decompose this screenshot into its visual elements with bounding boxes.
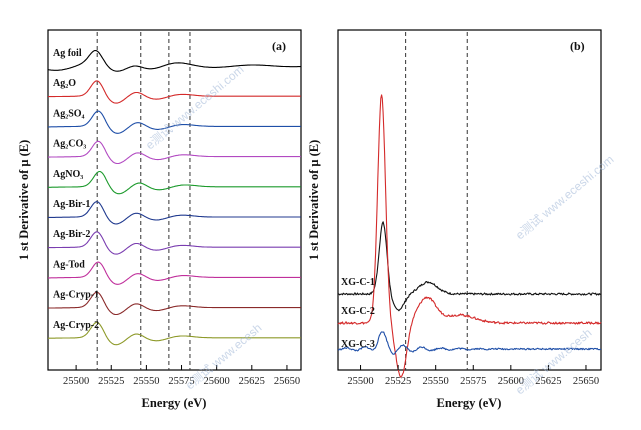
- series-label: Ag-Tod: [53, 259, 85, 270]
- x-tick-label: 25550: [423, 376, 449, 387]
- x-tick-label: 25500: [63, 376, 89, 387]
- series-curve: [47, 321, 301, 346]
- series-curve: [48, 170, 301, 195]
- series-curve: [47, 201, 301, 225]
- series-label: XG-C-1: [341, 277, 375, 288]
- series-label: Ag₂SO₄: [53, 108, 85, 119]
- series-curve: [337, 221, 602, 312]
- x-tick-label: 25625: [239, 376, 265, 387]
- x-tick-label: 25600: [204, 376, 230, 387]
- x-tick-label: 25650: [573, 376, 599, 387]
- panel-a: (a) Ag foil Ag₂O Ag₂SO₄ Ag₂CO₃ AgNO₃ Ag-Bir-1…: [17, 29, 302, 410]
- series-curve: [47, 231, 301, 255]
- panel-b: (b) XG-C-1 XG-C-2 XG-C-3 25500 25525 25550 25…: [307, 29, 602, 410]
- series-label: Ag-Cryp-2: [53, 320, 99, 331]
- panel-a-label: (a): [272, 39, 286, 53]
- series-label: Ag-Bir-2: [53, 229, 90, 240]
- panel-a-ylabel: 1 st Derivative of μ (E): [17, 140, 31, 261]
- panel-b-frame: [337, 29, 602, 371]
- panel-a-frame: [47, 29, 302, 371]
- x-tick-label: 25575: [460, 376, 486, 387]
- series-curve: [48, 110, 301, 134]
- panel-b-label: (b): [570, 39, 585, 53]
- series-curve: [47, 49, 301, 72]
- panel-a-xlabel: Energy (eV): [142, 396, 207, 410]
- panel-b-xlabel: Energy (eV): [437, 396, 502, 410]
- series-label: Ag-Cryp-1: [53, 290, 99, 301]
- series-label: Ag-Bir-1: [53, 199, 90, 210]
- x-tick-label: 25575: [168, 376, 194, 387]
- series-curve: [47, 291, 301, 316]
- watermark-text: e测试 www.eceshi.com: [142, 62, 246, 153]
- series-curve: [47, 80, 301, 104]
- series-label: AgNO₃: [53, 169, 83, 180]
- series-curve: [48, 261, 301, 285]
- x-tick-label: 25625: [535, 376, 561, 387]
- x-tick-label: 25525: [385, 376, 411, 387]
- x-tick-label: 25650: [274, 376, 300, 387]
- x-tick-label: 25600: [498, 376, 524, 387]
- x-tick-label: 25550: [133, 376, 159, 387]
- series-label: XG-C-3: [341, 339, 375, 350]
- panel-b-ylabel: 1 st Derivative of μ (E): [307, 140, 321, 261]
- x-tick-label: 25525: [98, 376, 124, 387]
- series-curve: [337, 94, 602, 378]
- series-curve: [337, 331, 601, 355]
- series-label: XG-C-2: [341, 306, 375, 317]
- series-label: Ag₂CO₃: [53, 139, 86, 150]
- series-label: Ag foil: [53, 48, 82, 59]
- x-tick-label: 25500: [347, 376, 373, 387]
- series-curve: [48, 140, 301, 165]
- series-label: Ag₂O: [53, 78, 76, 89]
